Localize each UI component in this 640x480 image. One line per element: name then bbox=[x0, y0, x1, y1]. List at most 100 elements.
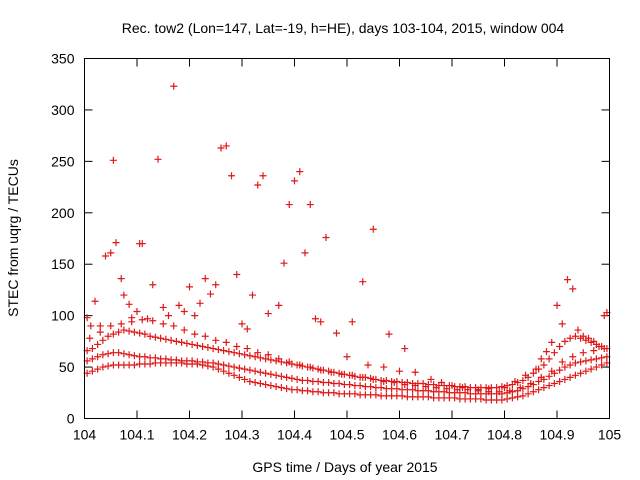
data-point bbox=[553, 301, 561, 309]
data-point bbox=[212, 336, 220, 344]
data-point bbox=[96, 328, 104, 336]
data-point bbox=[322, 233, 330, 241]
data-point bbox=[338, 370, 346, 378]
x-axis-label: GPS time / Days of year 2015 bbox=[252, 459, 437, 475]
data-point bbox=[566, 373, 574, 381]
data-point bbox=[474, 387, 482, 395]
data-point bbox=[259, 172, 267, 180]
axis-ticks: 104 104.1 104.2 104.3 104.4 104.5 104.6 104.7 10… bbox=[51, 51, 621, 443]
data-point bbox=[241, 351, 249, 359]
data-point bbox=[254, 181, 262, 189]
data-point bbox=[495, 388, 503, 396]
data-point bbox=[561, 375, 569, 383]
data-point bbox=[125, 351, 133, 359]
data-point bbox=[529, 369, 537, 377]
data-point bbox=[401, 345, 409, 353]
data-point bbox=[128, 318, 136, 326]
data-point bbox=[277, 372, 285, 380]
data-point bbox=[508, 394, 516, 402]
data-points bbox=[83, 82, 611, 404]
data-point bbox=[285, 201, 293, 209]
data-point bbox=[301, 249, 309, 257]
data-point bbox=[556, 377, 564, 385]
data-point bbox=[251, 379, 259, 386]
data-point bbox=[582, 336, 590, 344]
data-point bbox=[117, 275, 125, 283]
data-point bbox=[571, 359, 579, 367]
data-point bbox=[272, 383, 280, 391]
data-point bbox=[312, 315, 319, 323]
data-point bbox=[401, 381, 409, 389]
data-point bbox=[201, 275, 209, 283]
data-point bbox=[380, 363, 388, 371]
data-point bbox=[540, 361, 548, 369]
data-point bbox=[590, 347, 598, 355]
data-point bbox=[241, 365, 249, 373]
data-point bbox=[275, 301, 283, 309]
data-point bbox=[238, 320, 246, 328]
data-point bbox=[333, 329, 340, 337]
data-point bbox=[348, 371, 356, 379]
data-point bbox=[201, 332, 209, 340]
data-point bbox=[159, 320, 167, 328]
data-point bbox=[230, 371, 238, 379]
data-point bbox=[356, 382, 364, 390]
data-point bbox=[304, 387, 312, 395]
data-point bbox=[149, 317, 157, 325]
data-point bbox=[529, 388, 537, 396]
data-point bbox=[519, 392, 527, 400]
data-point bbox=[293, 375, 301, 383]
data-point bbox=[564, 276, 571, 284]
data-point bbox=[88, 345, 96, 353]
data-point bbox=[550, 380, 558, 388]
x-tick-label: 104.1 bbox=[119, 427, 154, 443]
data-point bbox=[104, 362, 112, 370]
data-point bbox=[125, 300, 133, 308]
data-point bbox=[577, 334, 585, 342]
data-point bbox=[351, 390, 359, 398]
data-point bbox=[566, 361, 574, 369]
data-point bbox=[262, 381, 270, 389]
data-point bbox=[535, 386, 543, 394]
y-tick-label: 150 bbox=[51, 256, 75, 272]
data-point bbox=[222, 142, 230, 150]
data-point bbox=[214, 346, 222, 354]
data-point bbox=[136, 329, 144, 337]
data-point bbox=[133, 308, 141, 316]
data-point bbox=[587, 365, 595, 373]
data-point bbox=[217, 144, 225, 152]
data-point bbox=[296, 361, 304, 369]
data-point bbox=[558, 320, 566, 328]
data-point bbox=[222, 338, 230, 346]
data-point bbox=[561, 363, 569, 371]
data-point bbox=[579, 349, 587, 357]
data-point bbox=[569, 285, 577, 293]
data-point bbox=[209, 363, 217, 371]
data-point bbox=[372, 391, 380, 399]
data-point bbox=[251, 353, 259, 361]
data-point bbox=[566, 334, 574, 342]
y-axis-label: STEC from uqrg / TECUs bbox=[5, 159, 21, 317]
data-point bbox=[162, 335, 170, 343]
data-point bbox=[193, 360, 201, 368]
x-tick-label: 104.9 bbox=[539, 427, 574, 443]
data-point bbox=[165, 312, 172, 320]
data-point bbox=[178, 359, 186, 367]
data-point bbox=[235, 350, 243, 358]
chart-title: Rec. tow2 (Lon=147, Lat=-19, h=HE), days… bbox=[122, 20, 565, 36]
data-point bbox=[104, 350, 112, 358]
data-point bbox=[117, 320, 125, 328]
data-point bbox=[196, 299, 204, 307]
data-point bbox=[503, 382, 511, 390]
data-point bbox=[592, 363, 600, 371]
data-point bbox=[558, 358, 566, 366]
data-point bbox=[569, 353, 577, 361]
data-point bbox=[170, 82, 178, 90]
data-point bbox=[524, 373, 532, 381]
data-point bbox=[545, 372, 553, 380]
data-point bbox=[556, 343, 564, 350]
data-point bbox=[524, 390, 532, 398]
data-point bbox=[393, 385, 401, 393]
data-point bbox=[587, 356, 595, 364]
